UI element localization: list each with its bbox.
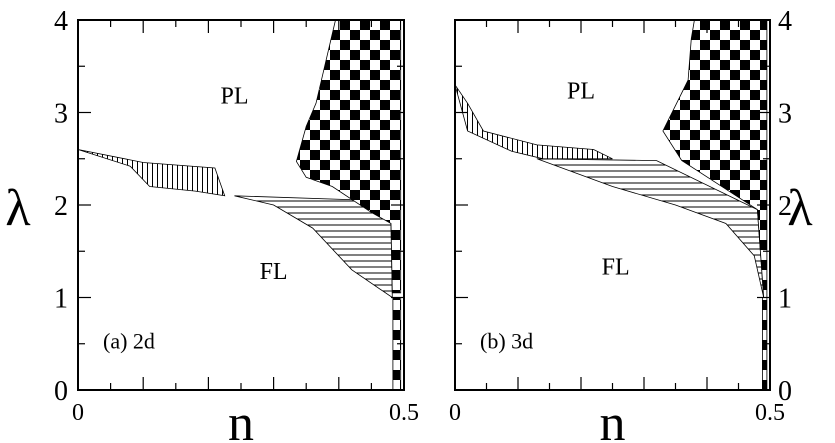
panel-label: (b) 3d (480, 328, 533, 353)
region-label-fl: FL (260, 259, 288, 285)
x-tick-label: 0.5 (755, 400, 785, 426)
x-tick-label: 0.5 (389, 400, 419, 426)
y-tick-label: 4 (778, 6, 792, 37)
y-tick-label: 2 (54, 191, 68, 222)
y-tick-label: 1 (778, 284, 792, 315)
panel-label: (a) 2d (103, 328, 155, 353)
region-horizontal-stripes-1 (234, 195, 393, 299)
region-vertical-stripes-0 (77, 149, 226, 197)
y-tick-label: 2 (778, 191, 792, 222)
x-axis-label: n (228, 395, 254, 443)
region-horizontal-stripes-1 (536, 158, 765, 298)
panel-a-2d: 0 0.5 0 1 2 3 4 n λ PL FL (a) 2d (5, 6, 419, 443)
y-axis-label: λ (787, 180, 812, 237)
y-tick-label: 3 (54, 99, 68, 130)
region-label-pl: PL (220, 83, 248, 109)
region-checkerboard-2 (662, 19, 768, 298)
x-axis-label: n (600, 395, 626, 443)
x-tick-label: 0 (449, 400, 461, 426)
y-tick-label: 0 (54, 376, 68, 407)
region-checkerboard-2 (295, 19, 402, 294)
y-tick-label: 1 (54, 284, 68, 315)
y-tick-label: 3 (778, 99, 792, 130)
y-tick-label: 0 (778, 376, 792, 407)
y-axis-label: λ (5, 180, 30, 237)
region-label-pl: PL (567, 79, 595, 105)
y-tick-label: 4 (54, 6, 68, 37)
region-label-fl: FL (602, 254, 630, 280)
x-tick-label: 0 (72, 400, 84, 426)
region-vertical-stripes-0 (454, 84, 613, 160)
